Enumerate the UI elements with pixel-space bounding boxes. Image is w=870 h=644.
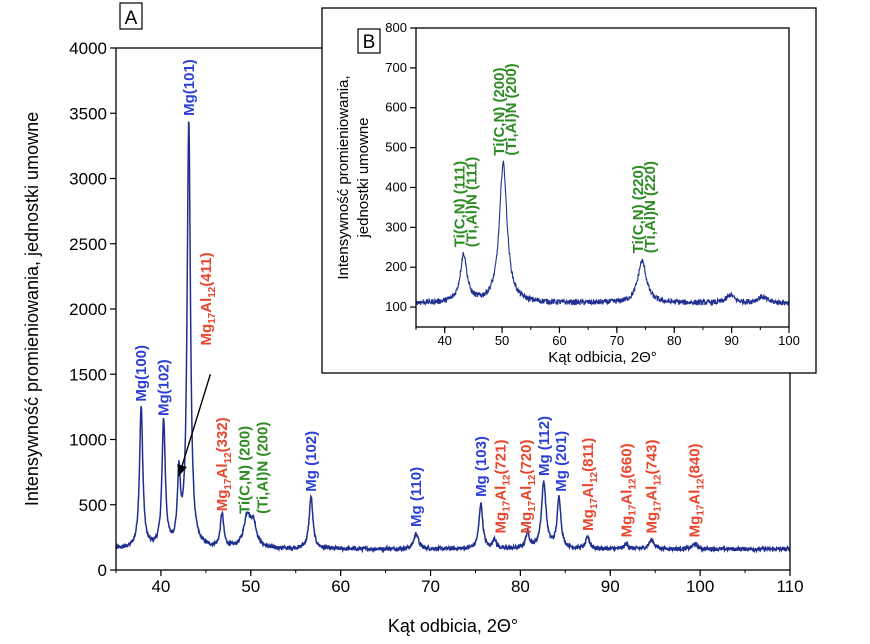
peak-label: Mg17Al12(840) xyxy=(687,443,707,537)
spectrum-line xyxy=(415,160,790,307)
y-tick-label: 2500 xyxy=(69,235,107,254)
peak-label: Mg17Al12(743) xyxy=(644,440,664,534)
peak-label: Mg17Al12(332) xyxy=(214,417,234,511)
inset-panel-tag-label: B xyxy=(363,32,376,53)
x-tick-label: 60 xyxy=(331,577,350,596)
annotation-arrow-line xyxy=(178,374,212,477)
spectrum-line xyxy=(115,121,791,554)
peak-label: (Ti,Al)N (200) xyxy=(254,422,271,514)
x-tick-label: 40 xyxy=(151,577,170,596)
x-tick-label: 50 xyxy=(495,333,509,348)
peak-label: Mg17Al12(660) xyxy=(618,443,638,537)
annotation-arrow-head xyxy=(177,464,187,477)
x-tick-label: 90 xyxy=(601,577,620,596)
x-tick-label: 100 xyxy=(778,333,800,348)
peak-label: Mg17Al12(811) xyxy=(580,438,600,531)
peak-label: (Ti,Al)N (200) xyxy=(503,63,520,155)
panel-tag-box xyxy=(119,2,143,30)
x-tick-label: 110 xyxy=(776,577,803,596)
x-tick-label: 70 xyxy=(610,333,624,348)
y-tick-label: 700 xyxy=(385,60,407,75)
peak-label: Mg(102) xyxy=(156,359,173,416)
peak-label: Ti(C,N) (200) xyxy=(491,67,508,155)
y-tick-label: 800 xyxy=(385,20,407,35)
y-tick-label: 1500 xyxy=(69,365,107,384)
x-tick-label: 70 xyxy=(421,577,440,596)
x-tick-label: 100 xyxy=(686,577,714,596)
y-tick-label: 3500 xyxy=(69,104,107,123)
peak-label: Mg(101) xyxy=(181,59,198,116)
y-tick-label: 200 xyxy=(385,259,407,274)
x-axis-label: Kąt odbicia, 2Θ° xyxy=(548,349,657,366)
y-tick-label: 100 xyxy=(385,299,407,314)
peak-label: Mg (102) xyxy=(303,431,320,492)
y-tick-label: 500 xyxy=(385,140,407,155)
x-tick-label: 90 xyxy=(724,333,738,348)
panel-tag-label: A xyxy=(125,8,138,29)
inset-y-axis-label: jednostki umowne xyxy=(355,117,372,238)
inset-chart-panel-b: 40 50 60 70 80 90 100 100 200 300 400 500 600 700 800 K… xyxy=(321,7,817,374)
plot-area xyxy=(416,28,789,327)
inset-y-axis-label: Intensywność promieniowania, xyxy=(335,75,352,279)
x-tick-label: 80 xyxy=(667,333,681,348)
peak-label: Mg17Al12(720) xyxy=(518,440,538,534)
y-tick-label: 4000 xyxy=(69,39,107,58)
y-tick-label: 2000 xyxy=(69,300,107,319)
peak-label: Mg (110) xyxy=(408,467,425,527)
peak-label: Mg (201) xyxy=(553,431,570,492)
x-axis-label: Kąt odbicia, 2Θ° xyxy=(388,616,518,636)
main-chart-panel-a: 40 50 60 70 80 90 100 110 0 500 1000 1500 2000 2500 30… xyxy=(22,2,804,636)
y-tick-label: 600 xyxy=(385,100,407,115)
peak-label: Mg (112) xyxy=(536,416,553,476)
y-tick-label: 0 xyxy=(98,561,107,580)
peak-label: Mg(100) xyxy=(133,345,150,402)
peak-label: Ti(C,N) (200) xyxy=(237,426,254,514)
peak-label: Ti(C,N) (220) xyxy=(630,165,647,253)
peak-label: (Ti,Al)N (111) xyxy=(464,157,481,248)
peak-label: (Ti,Al)N (220) xyxy=(642,161,659,253)
y-tick-label: 3000 xyxy=(69,170,107,189)
y-tick-label: 500 xyxy=(79,496,107,515)
peak-label: Mg17Al12(411) xyxy=(198,252,218,345)
x-tick-label: 40 xyxy=(437,333,451,348)
y-tick-label: 300 xyxy=(385,219,407,234)
peak-label: Ti(C,N) (111) xyxy=(452,161,469,247)
x-tick-label: 60 xyxy=(552,333,566,348)
y-tick-label: 400 xyxy=(385,179,407,194)
peak-label: Mg17Al12(721) xyxy=(493,440,513,534)
y-tick-label: 1000 xyxy=(69,431,107,450)
axes-frame xyxy=(415,27,790,328)
inset-panel-tag-box xyxy=(357,28,381,54)
y-axis-label: Intensywność promieniowania, jednostki u… xyxy=(22,112,42,506)
x-tick-label: 80 xyxy=(511,577,530,596)
x-tick-label: 50 xyxy=(241,577,260,596)
peak-label: Mg (103) xyxy=(473,436,490,497)
